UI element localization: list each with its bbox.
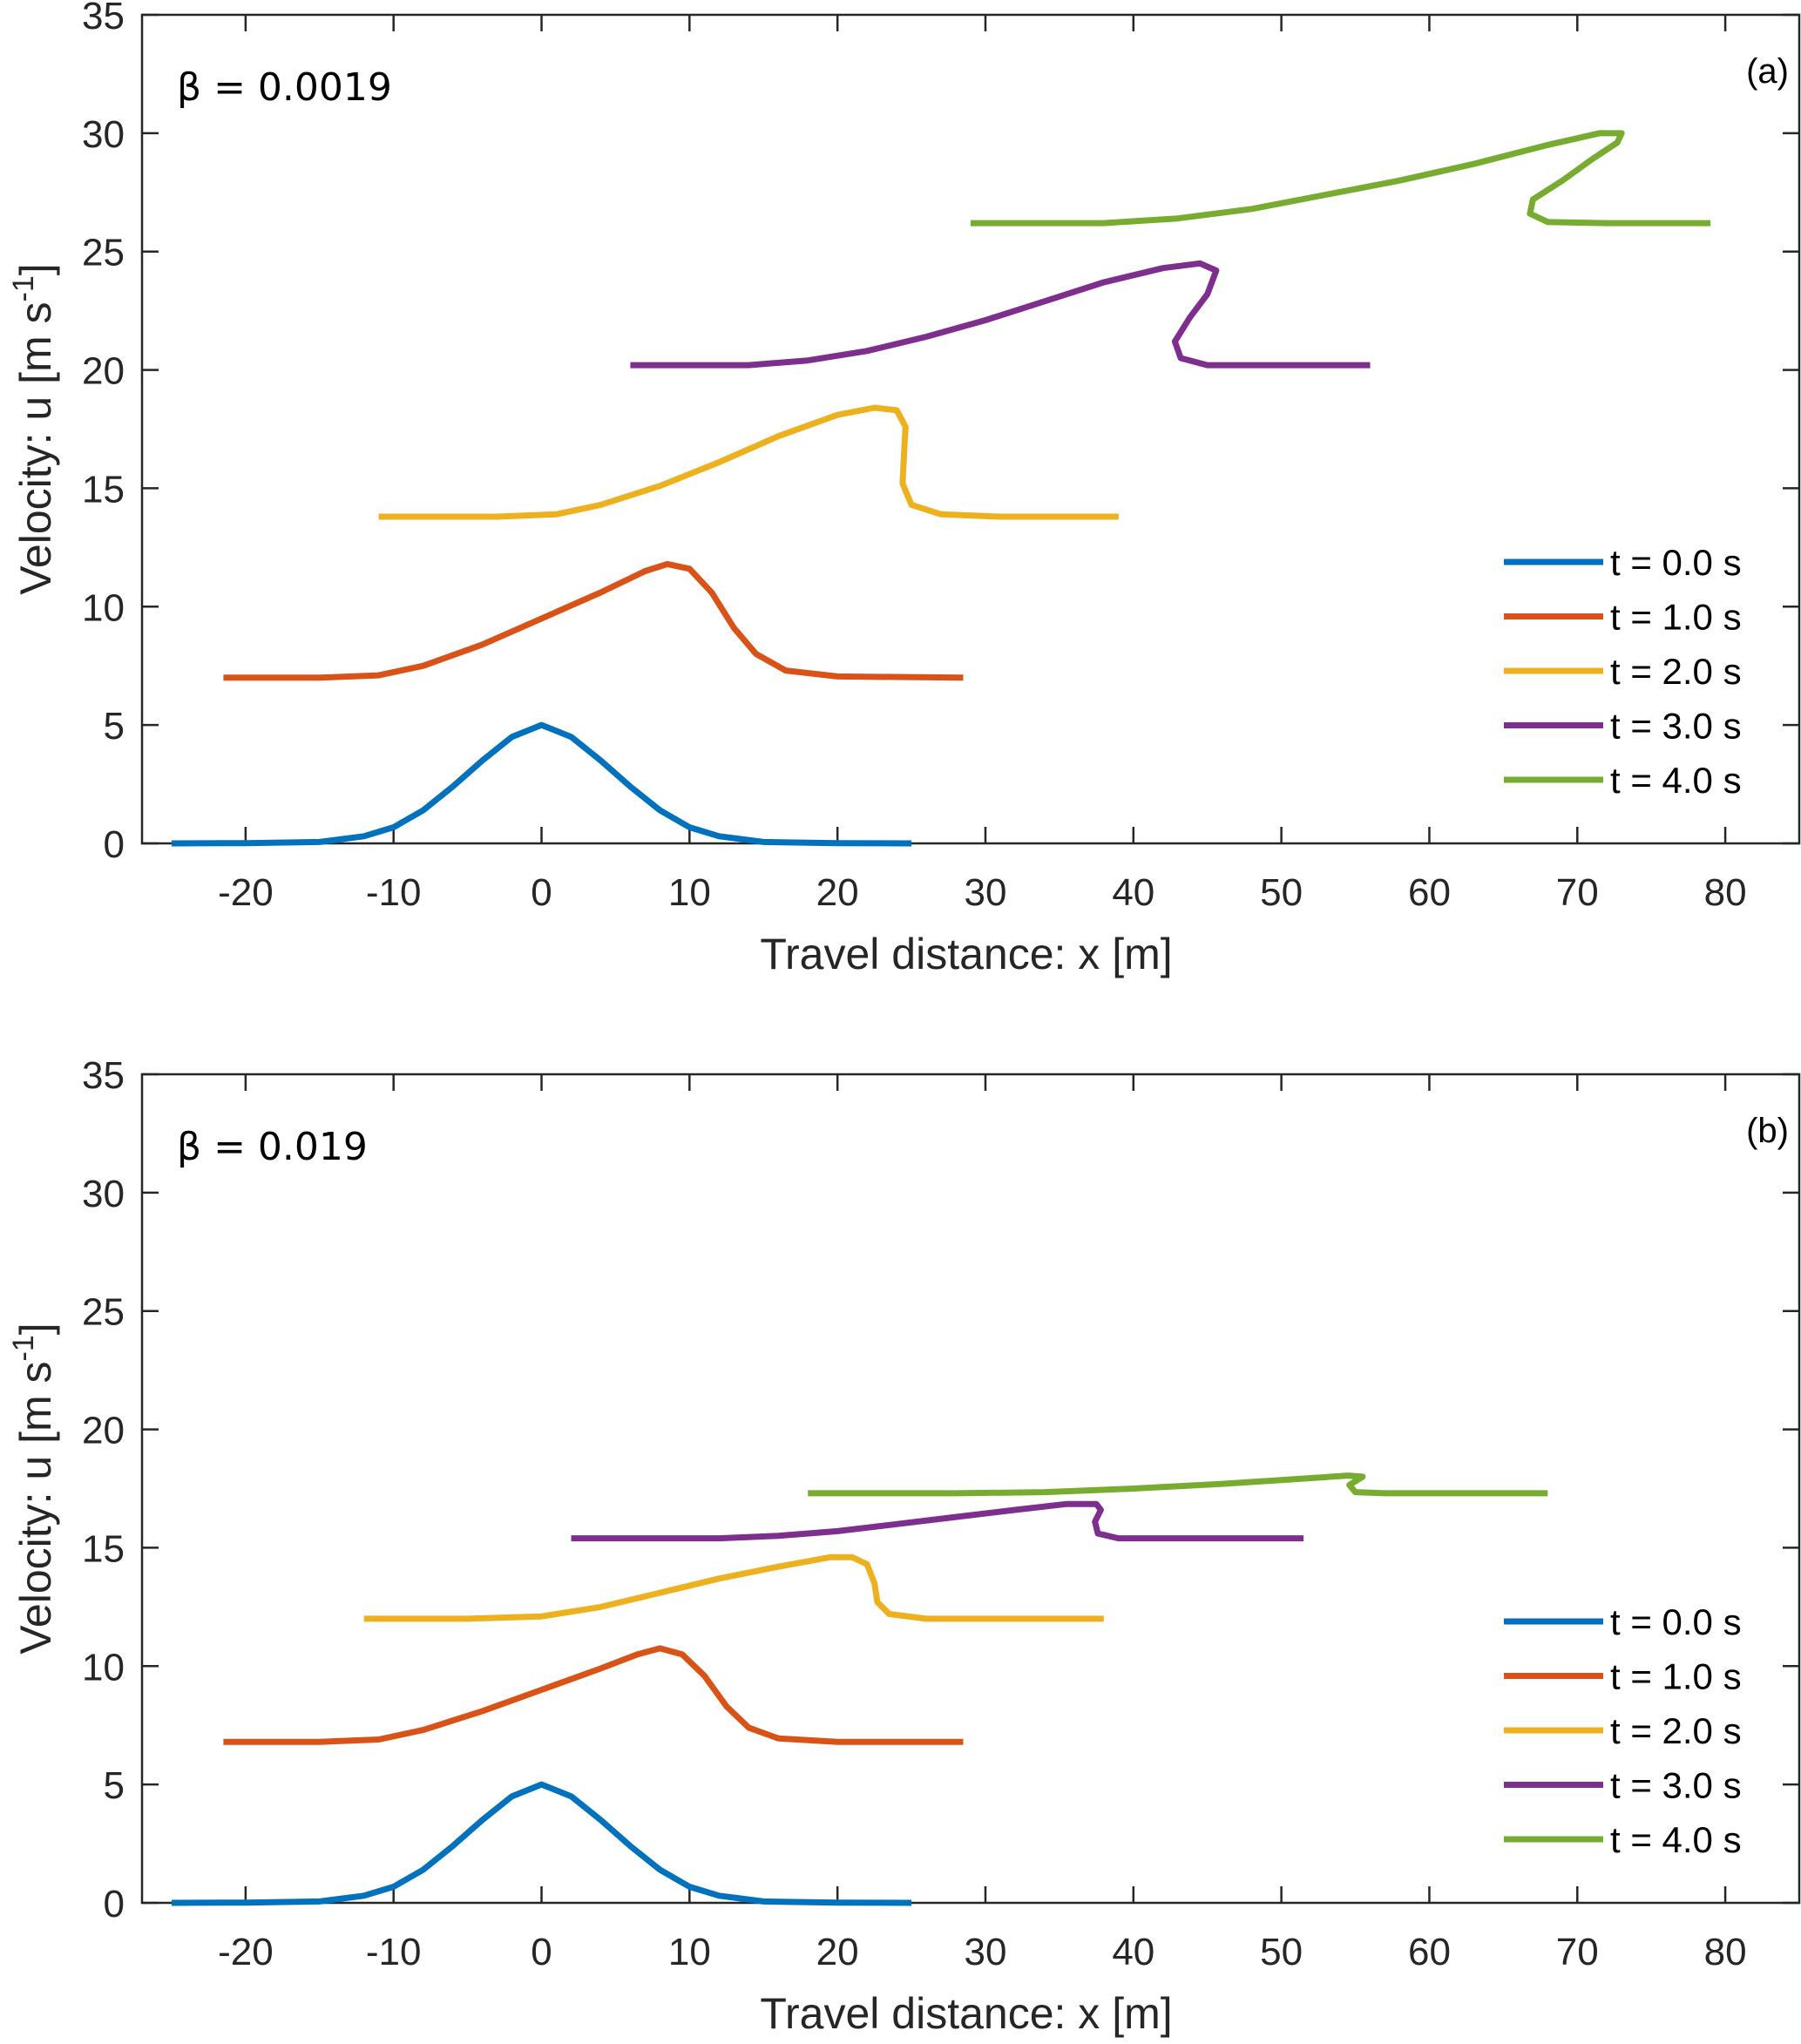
x-tick-label: 70 (1556, 871, 1599, 914)
y-tick-label: 10 (82, 1646, 125, 1689)
y-tick-label: 0 (104, 1883, 125, 1926)
y-tick-label: 25 (82, 1291, 125, 1334)
y-tick-label: 30 (82, 1173, 125, 1215)
y-axis-label-sup: -1 (7, 1335, 40, 1361)
x-tick-label: -20 (218, 1931, 274, 1973)
legend-label: t = 0.0 s (1610, 542, 1742, 583)
y-tick-label: 30 (82, 113, 125, 156)
x-tick-label: -20 (218, 871, 274, 914)
x-tick-label: 10 (668, 871, 711, 914)
y-axis-label-sup: -1 (7, 275, 40, 301)
panel-a: -20 -10 0 10 20 30 40 50 60 70 80 0 5 10 15 20 25 30 35 Tra… (7, 0, 1801, 978)
legend-label: t = 2.0 s (1610, 1710, 1742, 1751)
y-axis-label-end: ] (11, 263, 60, 275)
axes-frame (140, 13, 1801, 845)
x-tick-label: 10 (668, 1931, 711, 1973)
x-tick-label: 80 (1704, 871, 1747, 914)
legend: t = 0.0 s t = 1.0 s t = 2.0 s t = 3.0 s t = … (1504, 1601, 1742, 1860)
x-tick-label: 40 (1112, 871, 1154, 914)
y-tick-label: 5 (104, 705, 125, 748)
series-line-3.0s (630, 260, 1371, 369)
series-line-1.0s (223, 560, 964, 681)
legend-label: t = 4.0 s (1610, 760, 1742, 801)
x-tick-label: 30 (965, 1931, 1007, 1973)
legend-label: t = 2.0 s (1610, 651, 1742, 692)
y-tick-label: 15 (82, 468, 125, 511)
x-tick-label: 40 (1112, 1931, 1154, 1973)
x-tick-label: 60 (1408, 1931, 1451, 1973)
series-line-4.0s (808, 1472, 1548, 1497)
x-tick-label: 50 (1260, 871, 1303, 914)
legend-label: t = 0.0 s (1610, 1601, 1742, 1642)
x-tick-label: 70 (1556, 1931, 1599, 1973)
series-line-0.0s (171, 1781, 912, 1906)
y-axis-label-main: Velocity: u [m s (11, 301, 60, 594)
y-tick-label: 0 (104, 823, 125, 866)
beta-annotation: β = 0.0019 (177, 65, 392, 110)
x-tick-label: -10 (366, 871, 422, 914)
y-tick-label: 25 (82, 232, 125, 274)
x-tick-label: 0 (531, 1931, 552, 1973)
y-tick-label: 10 (82, 586, 125, 629)
y-tick-label: 35 (82, 1054, 125, 1097)
series-line-2.0s (378, 404, 1119, 520)
y-axis-label: Velocity: u [m s-1] (7, 263, 60, 594)
x-tick-label: 0 (531, 871, 552, 914)
x-axis-label: Travel distance: x [m] (760, 1989, 1172, 2038)
panel-label: (a) (1746, 52, 1789, 91)
x-tick-label: 20 (816, 1931, 859, 1973)
y-axis-label: Velocity: u [m s-1] (7, 1323, 60, 1654)
x-tick-label: 30 (965, 871, 1007, 914)
y-tick-label: 15 (82, 1527, 125, 1570)
y-tick-label: 5 (104, 1764, 125, 1807)
y-tick-label: 20 (82, 350, 125, 393)
y-tick-label: 20 (82, 1410, 125, 1452)
y-axis-label-main: Velocity: u [m s (11, 1361, 60, 1654)
legend-label: t = 4.0 s (1610, 1819, 1742, 1860)
panel-b: -20 -10 0 10 20 30 40 50 60 70 80 0 5 10 15 20 25 30 35 Tra… (7, 1054, 1801, 2038)
x-tick-label: 50 (1260, 1931, 1303, 1973)
legend: t = 0.0 s t = 1.0 s t = 2.0 s t = 3.0 s t = … (1504, 542, 1742, 801)
x-tick-label: 80 (1704, 1931, 1747, 1973)
x-tick-label: -10 (366, 1931, 422, 1973)
panel-label: (b) (1746, 1112, 1789, 1150)
legend-label: t = 3.0 s (1610, 1765, 1742, 1806)
x-tick-label: 60 (1408, 871, 1451, 914)
series-line-3.0s (571, 1500, 1304, 1542)
axes-frame (140, 1073, 1801, 1905)
series-line-4.0s (971, 130, 1711, 227)
series-line-0.0s (171, 721, 912, 847)
legend-label: t = 1.0 s (1610, 597, 1742, 638)
y-tick-label: 35 (82, 0, 125, 37)
x-tick-label: 20 (816, 871, 859, 914)
legend-label: t = 1.0 s (1610, 1656, 1742, 1697)
y-axis-label-end: ] (11, 1323, 60, 1335)
beta-annotation: β = 0.019 (177, 1125, 368, 1169)
series-line-1.0s (223, 1645, 964, 1745)
series-line-2.0s (363, 1553, 1104, 1622)
legend-label: t = 3.0 s (1610, 706, 1742, 747)
x-axis-label: Travel distance: x [m] (760, 930, 1172, 978)
